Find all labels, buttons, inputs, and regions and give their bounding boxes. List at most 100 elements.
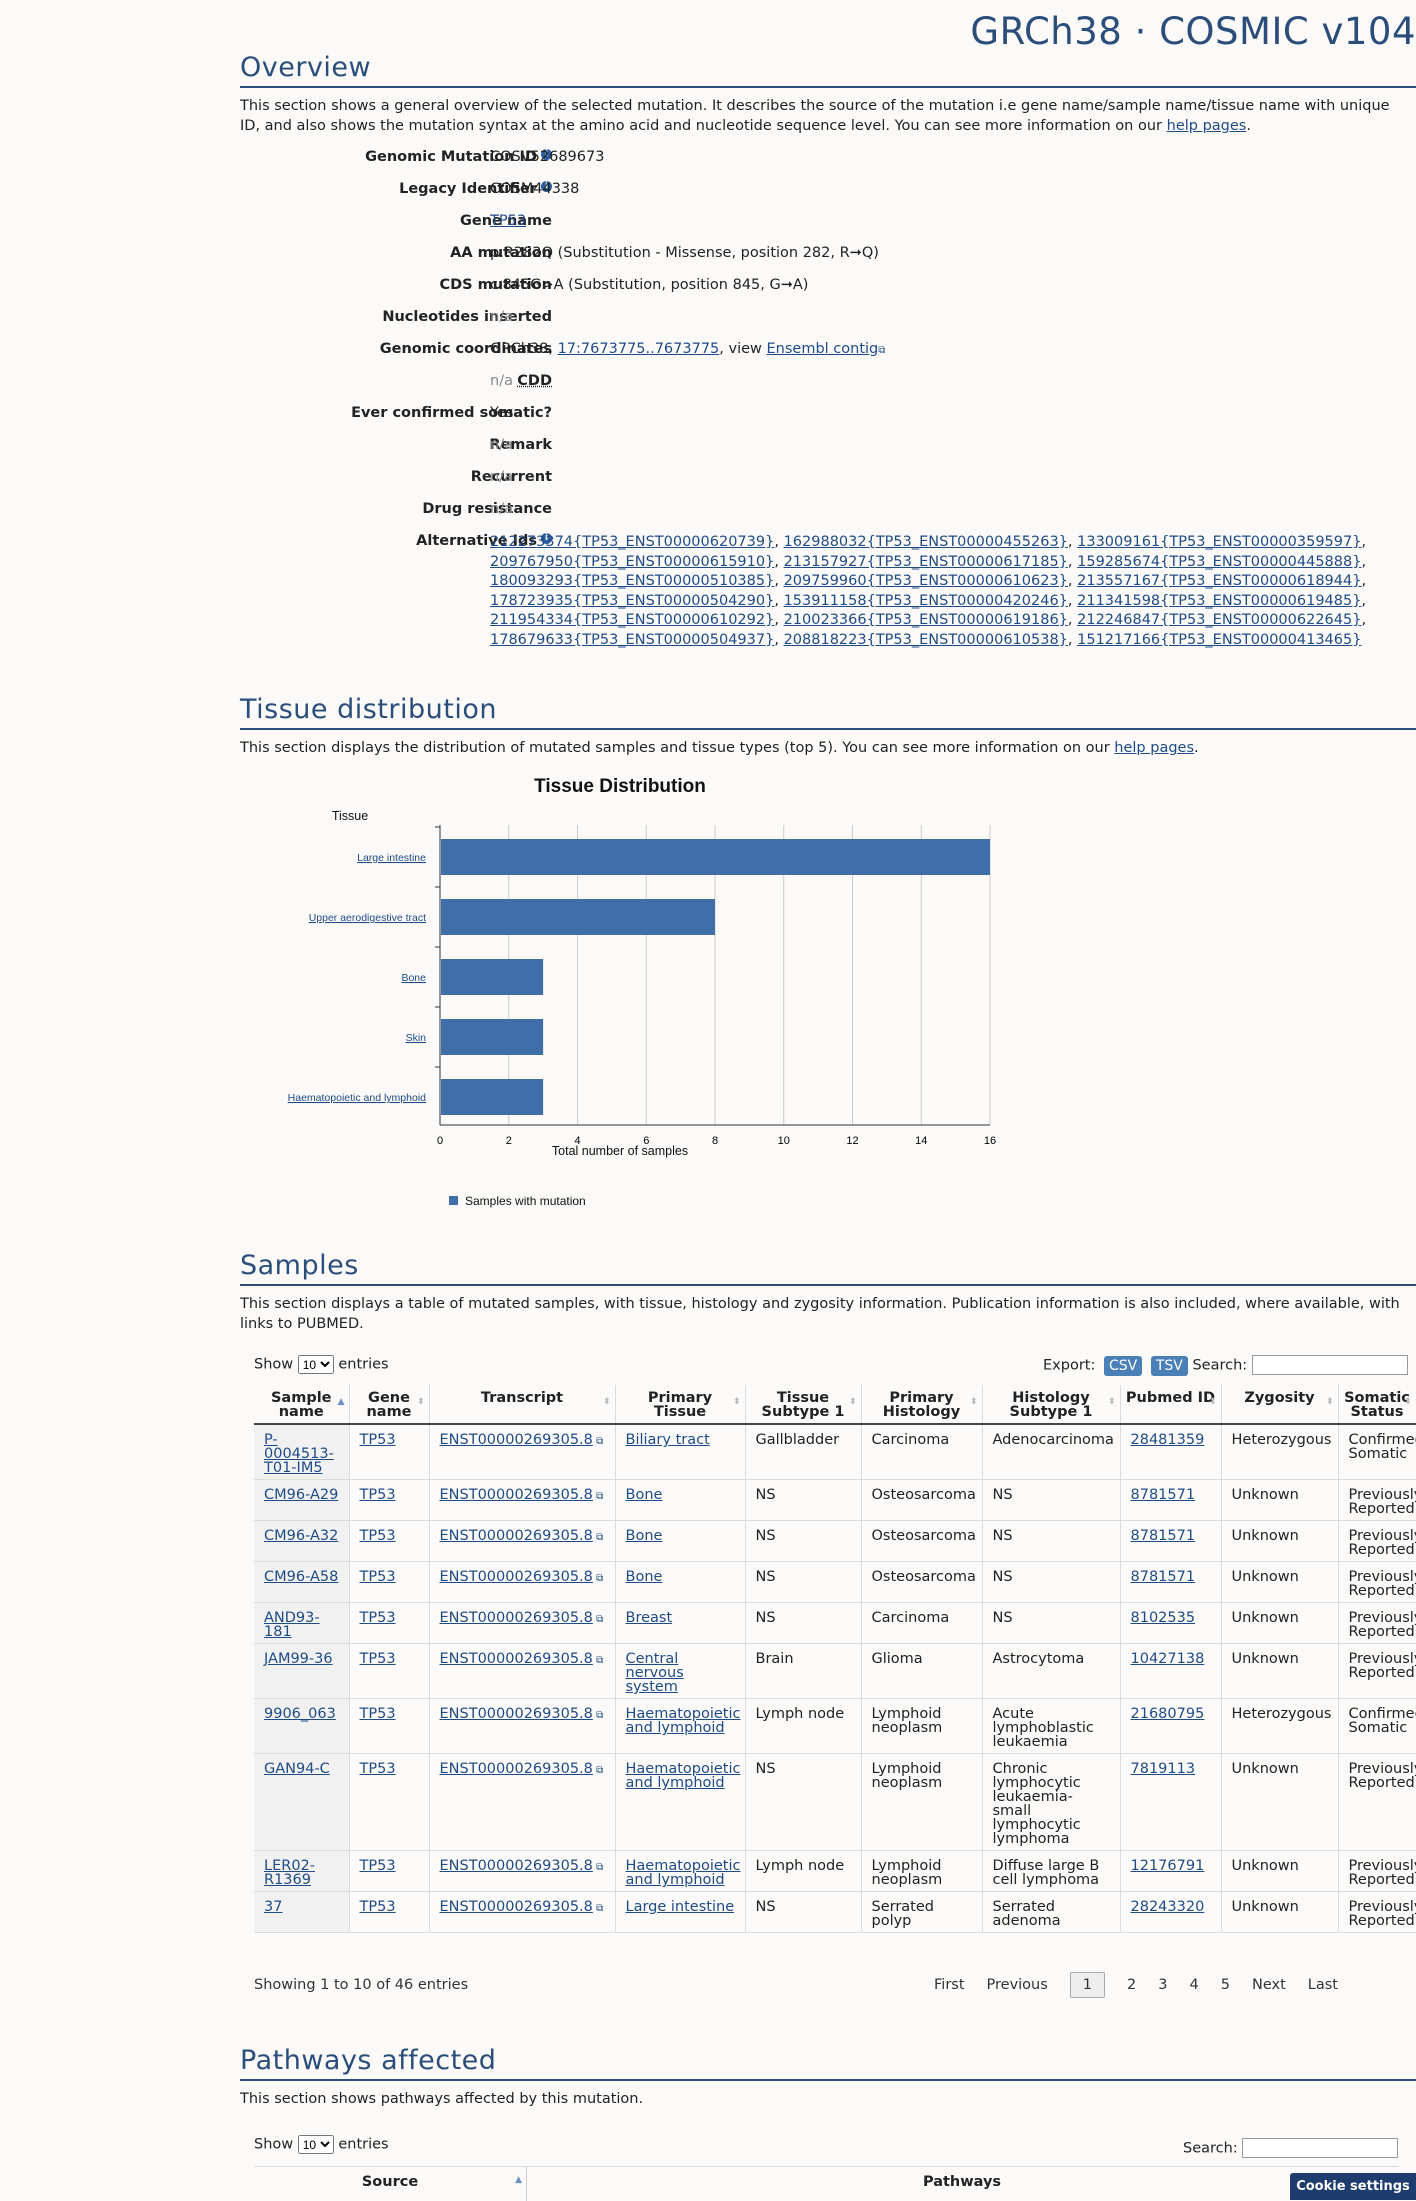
alternative-id-link[interactable]: 209759960{TP53_ENST00000610623} (783, 573, 1068, 589)
info-icon[interactable]: i (541, 149, 552, 160)
ensembl-contig-link[interactable]: Ensembl contig (766, 341, 879, 357)
alternative-id-link[interactable]: 212273374{TP53_ENST00000620739} (490, 534, 775, 550)
gene-link[interactable]: TP53 (359, 1569, 396, 1585)
samples-search-input[interactable] (1251, 1355, 1408, 1375)
alternative-id-link[interactable]: 211341598{TP53_ENST00000619485} (1077, 592, 1362, 609)
sample-link[interactable]: LER02-R1369 (264, 1858, 315, 1888)
bar-skin[interactable] (441, 1019, 544, 1055)
gene-link[interactable]: TP53 (359, 1487, 396, 1503)
pubmed-link[interactable]: 8781571 (1130, 1569, 1196, 1585)
gene-name-link[interactable]: TP53 (490, 213, 527, 229)
col-source[interactable]: Source ▲ (254, 2167, 527, 2201)
transcript-link[interactable]: ENST00000269305.8 (439, 1569, 593, 1585)
alternative-id-link[interactable]: 159285674{TP53_ENST00000445888} (1077, 553, 1362, 570)
sample-link[interactable]: 37 (264, 1899, 283, 1915)
gene-link[interactable]: TP53 (359, 1610, 396, 1626)
alternative-id-link[interactable]: 213557167{TP53_ENST00000618944} (1077, 573, 1362, 589)
pager-last-button[interactable]: Last (1307, 1977, 1338, 1993)
sample-link[interactable]: CM96-A32 (264, 1528, 339, 1544)
tissue-link[interactable]: Bone (625, 1487, 663, 1503)
tissue-help-link[interactable]: help pages (1114, 740, 1195, 756)
category-label-link[interactable]: Upper aerodigestive tract (309, 912, 426, 924)
sample-link[interactable]: AND93-181 (264, 1610, 320, 1640)
col-header-sample-name[interactable]: Sample name ▲ (254, 1385, 350, 1425)
tissue-link[interactable]: Central nervous system (625, 1651, 684, 1695)
alternative-id-link[interactable]: 180093293{TP53_ENST00000510385} (490, 573, 775, 589)
transcript-link[interactable]: ENST00000269305.8 (439, 1651, 593, 1667)
col-header-primary-tissue[interactable]: Primary Tissue ⬍ (615, 1385, 746, 1425)
pager-previous-button[interactable]: Previous (986, 1977, 1048, 1993)
transcript-link[interactable]: ENST00000269305.8 (439, 1858, 593, 1874)
col-header-transcript[interactable]: Transcript ⬍ (429, 1385, 616, 1425)
tissue-link[interactable]: Haematopoietic and lymphoid (625, 1706, 741, 1736)
gene-link[interactable]: TP53 (359, 1858, 396, 1874)
tissue-link[interactable]: Breast (625, 1610, 673, 1626)
bar-upper-aerodigestive-tract[interactable] (441, 899, 715, 935)
col-header-tissue-subtype-1[interactable]: Tissue Subtype 1 ⬍ (745, 1385, 862, 1425)
gene-link[interactable]: TP53 (359, 1761, 396, 1777)
alternative-id-link[interactable]: 178723935{TP53_ENST00000504290} (490, 592, 775, 609)
alternative-id-link[interactable]: 213157927{TP53_ENST00000617185} (783, 553, 1068, 570)
alternative-id-link[interactable]: 209767950{TP53_ENST00000615910} (490, 553, 775, 570)
pager-page-4[interactable]: 4 (1189, 1977, 1199, 1993)
bar-haematopoietic-and-lymphoid[interactable] (441, 1079, 544, 1115)
col-pathways[interactable]: Pathways (922, 2174, 1002, 2190)
pubmed-link[interactable]: 7819113 (1130, 1761, 1196, 1777)
pager-first-button[interactable]: First (934, 1977, 965, 1993)
pubmed-link[interactable]: 10427138 (1130, 1651, 1205, 1667)
category-label-link[interactable]: Skin (406, 1032, 427, 1044)
tissue-link[interactable]: Haematopoietic and lymphoid (625, 1858, 741, 1888)
col-header-gene-name[interactable]: Gene name ⬍ (349, 1385, 430, 1425)
tissue-link[interactable]: Bone (625, 1528, 663, 1544)
tissue-link[interactable]: Bone (625, 1569, 663, 1585)
transcript-link[interactable]: ENST00000269305.8 (439, 1528, 593, 1544)
gene-link[interactable]: TP53 (359, 1706, 396, 1722)
transcript-link[interactable]: ENST00000269305.8 (439, 1432, 593, 1448)
tissue-link[interactable]: Haematopoietic and lymphoid (625, 1761, 741, 1791)
alternative-id-link[interactable]: 133009161{TP53_ENST00000359597} (1077, 534, 1362, 550)
category-label-link[interactable]: Bone (401, 972, 426, 984)
pager-page-2[interactable]: 2 (1127, 1977, 1137, 1993)
sample-link[interactable]: JAM99-36 (264, 1651, 333, 1667)
category-label-link[interactable]: Large intestine (357, 852, 426, 864)
pager-page-5[interactable]: 5 (1220, 1977, 1230, 1993)
export-csv-button[interactable]: CSV (1103, 1355, 1143, 1376)
transcript-link[interactable]: ENST00000269305.8 (439, 1487, 593, 1503)
col-header-zygosity[interactable]: Zygosity ⬍ (1221, 1385, 1339, 1425)
coordinates-link[interactable]: 17:7673775..7673775 (557, 341, 720, 357)
col-header-histology-subtype-1[interactable]: Histology Subtype 1 ⬍ (982, 1385, 1121, 1425)
transcript-link[interactable]: ENST00000269305.8 (439, 1899, 593, 1915)
gene-link[interactable]: TP53 (359, 1528, 396, 1544)
entries-select[interactable]: 10 (297, 2135, 334, 2154)
tissue-link[interactable]: Biliary tract (625, 1432, 710, 1448)
tissue-link[interactable]: Large intestine (625, 1899, 735, 1915)
alternative-id-link[interactable]: 151217166{TP53_ENST00000413465} (1077, 631, 1362, 648)
overview-help-link[interactable]: help pages (1166, 118, 1247, 134)
transcript-link[interactable]: ENST00000269305.8 (439, 1706, 593, 1722)
alternative-id-link[interactable]: 210023366{TP53_ENST00000619186} (783, 612, 1068, 628)
alternative-id-link[interactable]: 178679633{TP53_ENST00000504937} (490, 631, 775, 648)
pubmed-link[interactable]: 12176791 (1130, 1858, 1205, 1874)
alternative-id-link[interactable]: 211954334{TP53_ENST00000610292} (490, 612, 775, 628)
pager-page-1[interactable]: 1 (1069, 1972, 1106, 1998)
transcript-link[interactable]: ENST00000269305.8 (439, 1610, 593, 1626)
gene-link[interactable]: TP53 (359, 1899, 396, 1915)
col-header-primary-histology[interactable]: Primary Histology ⬍ (861, 1385, 983, 1425)
pubmed-link[interactable]: 8781571 (1130, 1528, 1196, 1544)
info-icon[interactable]: i (541, 533, 552, 544)
gene-link[interactable]: TP53 (359, 1432, 396, 1448)
sample-link[interactable]: CM96-A58 (264, 1569, 339, 1585)
col-header-somatic-status[interactable]: Somatic Status ⬍ (1338, 1385, 1416, 1425)
pubmed-link[interactable]: 21680795 (1130, 1706, 1205, 1722)
bar-large-intestine[interactable] (441, 839, 990, 875)
pathways-search-input[interactable] (1242, 2138, 1399, 2158)
alternative-id-link[interactable]: 208818223{TP53_ENST00000610538} (783, 631, 1068, 648)
category-label-link[interactable]: Haematopoietic and lymphoid (288, 1092, 426, 1104)
entries-select[interactable]: 10 (297, 1355, 334, 1374)
col-header-pubmed-id[interactable]: Pubmed ID ⬍ (1120, 1385, 1222, 1425)
export-tsv-button[interactable]: TSV (1150, 1355, 1188, 1376)
pubmed-link[interactable]: 28481359 (1130, 1432, 1205, 1448)
pager-next-button[interactable]: Next (1251, 1977, 1286, 1993)
bar-bone[interactable] (441, 959, 544, 995)
pubmed-link[interactable]: 8102535 (1130, 1610, 1196, 1626)
